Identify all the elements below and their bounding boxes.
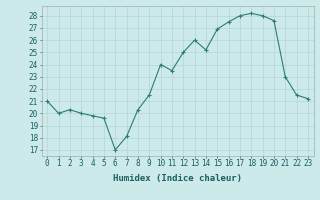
- X-axis label: Humidex (Indice chaleur): Humidex (Indice chaleur): [113, 174, 242, 183]
